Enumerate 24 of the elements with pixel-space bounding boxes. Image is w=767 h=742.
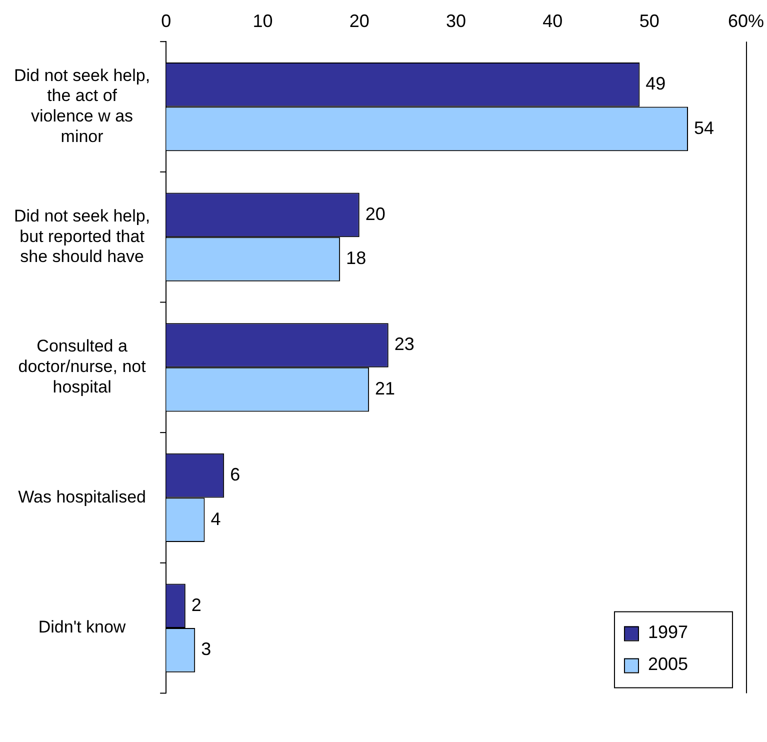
- data-label: 20: [365, 204, 386, 224]
- x-tick-label: 0: [161, 10, 172, 31]
- data-label: 21: [375, 378, 396, 399]
- y-tick-label: Consulted a doctor/nurse, not hospital: [18, 336, 146, 396]
- data-label: 54: [694, 118, 714, 138]
- x-tick-label: 30: [446, 10, 466, 31]
- x-tick-label: 10: [252, 10, 273, 31]
- data-label: 4: [210, 508, 221, 529]
- x-tick-label: 20: [349, 10, 370, 31]
- y-tick-label: Didn't know: [38, 618, 126, 637]
- data-label: 23: [394, 334, 414, 354]
- x-tick-label: 40: [542, 10, 563, 31]
- x-tick-label: 50: [639, 10, 660, 31]
- legend-label: 1997: [648, 622, 688, 642]
- data-label: 2: [191, 594, 202, 615]
- data-label: 49: [646, 74, 666, 94]
- data-label: 3: [201, 639, 212, 660]
- y-tick-label: Was hospitalised: [18, 487, 146, 506]
- legend-label: 2005: [648, 654, 688, 674]
- x-tick-label: 60%: [728, 10, 764, 31]
- data-label: 6: [230, 464, 240, 485]
- y-tick-label: Did not seek help, the act of violence w as minor: [14, 66, 150, 146]
- y-tick-label: Did not seek help, but reported that she should have: [14, 206, 150, 266]
- data-label: 18: [346, 248, 366, 268]
